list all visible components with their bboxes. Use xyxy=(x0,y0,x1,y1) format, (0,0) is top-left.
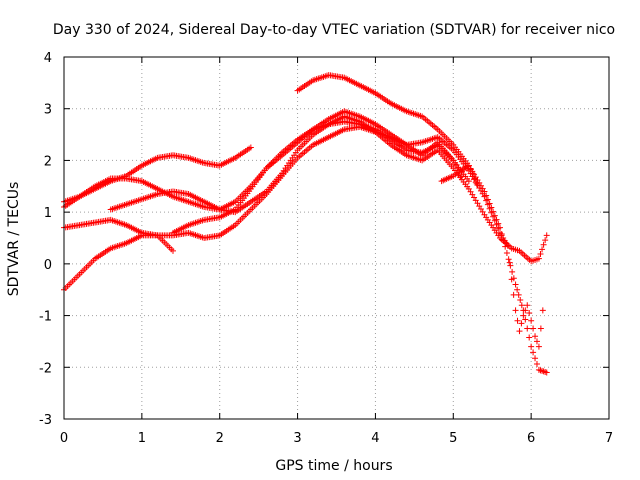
x-axis-ticks: 0 1 2 3 4 5 6 7 xyxy=(60,57,613,446)
data-point xyxy=(533,361,540,368)
data-point xyxy=(512,281,519,288)
y-tick-label: 1 xyxy=(44,206,52,221)
data-point xyxy=(452,161,459,168)
data-point xyxy=(533,338,540,345)
data-point xyxy=(535,255,542,262)
data-points xyxy=(61,72,550,376)
data-point xyxy=(488,204,495,211)
x-tick-label: 2 xyxy=(216,431,224,446)
data-point xyxy=(522,316,529,323)
data-point xyxy=(454,165,461,172)
data-point xyxy=(483,192,490,199)
data-point xyxy=(514,286,521,293)
data-point xyxy=(507,262,514,269)
x-tick-label: 3 xyxy=(293,431,301,446)
data-point xyxy=(518,320,525,327)
data-point xyxy=(514,317,521,324)
x-tick-label: 0 xyxy=(60,431,68,446)
data-point xyxy=(543,232,550,239)
y-axis-label: SDTVAR / TECUs xyxy=(6,182,22,297)
data-point xyxy=(537,325,544,332)
chart-title: Day 330 of 2024, Sidereal Day-to-day VTE… xyxy=(53,22,615,38)
plot-frame xyxy=(63,56,610,420)
data-point xyxy=(517,297,524,304)
data-point xyxy=(537,251,544,258)
x-tick-label: 5 xyxy=(449,431,457,446)
data-point xyxy=(469,170,476,177)
data-point xyxy=(526,334,533,341)
data-point xyxy=(504,242,511,249)
data-point xyxy=(495,220,502,227)
data-point xyxy=(528,317,535,324)
x-tick-label: 6 xyxy=(527,431,535,446)
data-point xyxy=(543,369,550,376)
data-point xyxy=(450,157,457,164)
data-point xyxy=(170,247,176,254)
series-arc-4 xyxy=(61,232,176,293)
data-point xyxy=(484,196,491,203)
data-point xyxy=(497,224,503,231)
data-point xyxy=(539,307,546,314)
data-point xyxy=(509,268,516,275)
data-point xyxy=(467,166,474,173)
y-tick-label: 0 xyxy=(44,258,52,273)
data-point xyxy=(532,333,539,340)
y-tick-label: 4 xyxy=(44,51,52,66)
data-point xyxy=(498,230,505,237)
x-tick-label: 1 xyxy=(138,431,146,446)
data-point xyxy=(524,325,531,332)
series-arc-7 xyxy=(294,72,550,376)
data-point xyxy=(491,212,498,219)
data-point xyxy=(524,302,531,309)
data-point xyxy=(528,343,535,350)
data-point xyxy=(502,243,509,250)
x-tick-label: 7 xyxy=(605,431,613,446)
series-arc-6 xyxy=(170,108,546,350)
data-point xyxy=(526,309,533,316)
data-point xyxy=(481,188,488,195)
data-point xyxy=(542,237,549,244)
data-point xyxy=(535,343,542,350)
series-arc-8 xyxy=(438,162,480,187)
data-point xyxy=(465,178,472,185)
data-point xyxy=(503,249,510,256)
y-axis-ticks: -3 -2 -1 0 1 2 3 4 xyxy=(39,51,609,428)
data-point xyxy=(518,302,525,309)
y-tick-label: 3 xyxy=(44,103,52,118)
data-point xyxy=(520,312,527,319)
x-tick-label: 4 xyxy=(371,431,379,446)
data-point xyxy=(500,237,507,244)
data-point xyxy=(505,256,512,263)
data-point xyxy=(458,172,465,179)
data-point xyxy=(512,307,519,314)
data-point xyxy=(510,291,517,298)
data-point xyxy=(530,349,537,356)
y-tick-label: -1 xyxy=(39,310,52,325)
y-tick-label: -3 xyxy=(39,413,52,428)
y-tick-label: 2 xyxy=(44,154,52,169)
data-point xyxy=(473,180,480,187)
data-point xyxy=(465,162,472,169)
data-point xyxy=(530,325,537,332)
data-point xyxy=(471,175,478,182)
x-axis-label: GPS time / hours xyxy=(275,458,392,474)
y-tick-label: -2 xyxy=(39,361,52,376)
data-point xyxy=(506,259,513,266)
data-point xyxy=(515,291,522,298)
data-point xyxy=(532,355,539,362)
data-point xyxy=(490,208,497,215)
data-point xyxy=(486,200,493,207)
data-point xyxy=(539,246,546,253)
data-point xyxy=(247,144,254,151)
data-point xyxy=(493,216,500,223)
data-point xyxy=(540,241,547,248)
data-point xyxy=(516,328,523,335)
series-arc-5 xyxy=(107,113,465,216)
data-point xyxy=(520,307,527,314)
data-point xyxy=(510,275,517,282)
